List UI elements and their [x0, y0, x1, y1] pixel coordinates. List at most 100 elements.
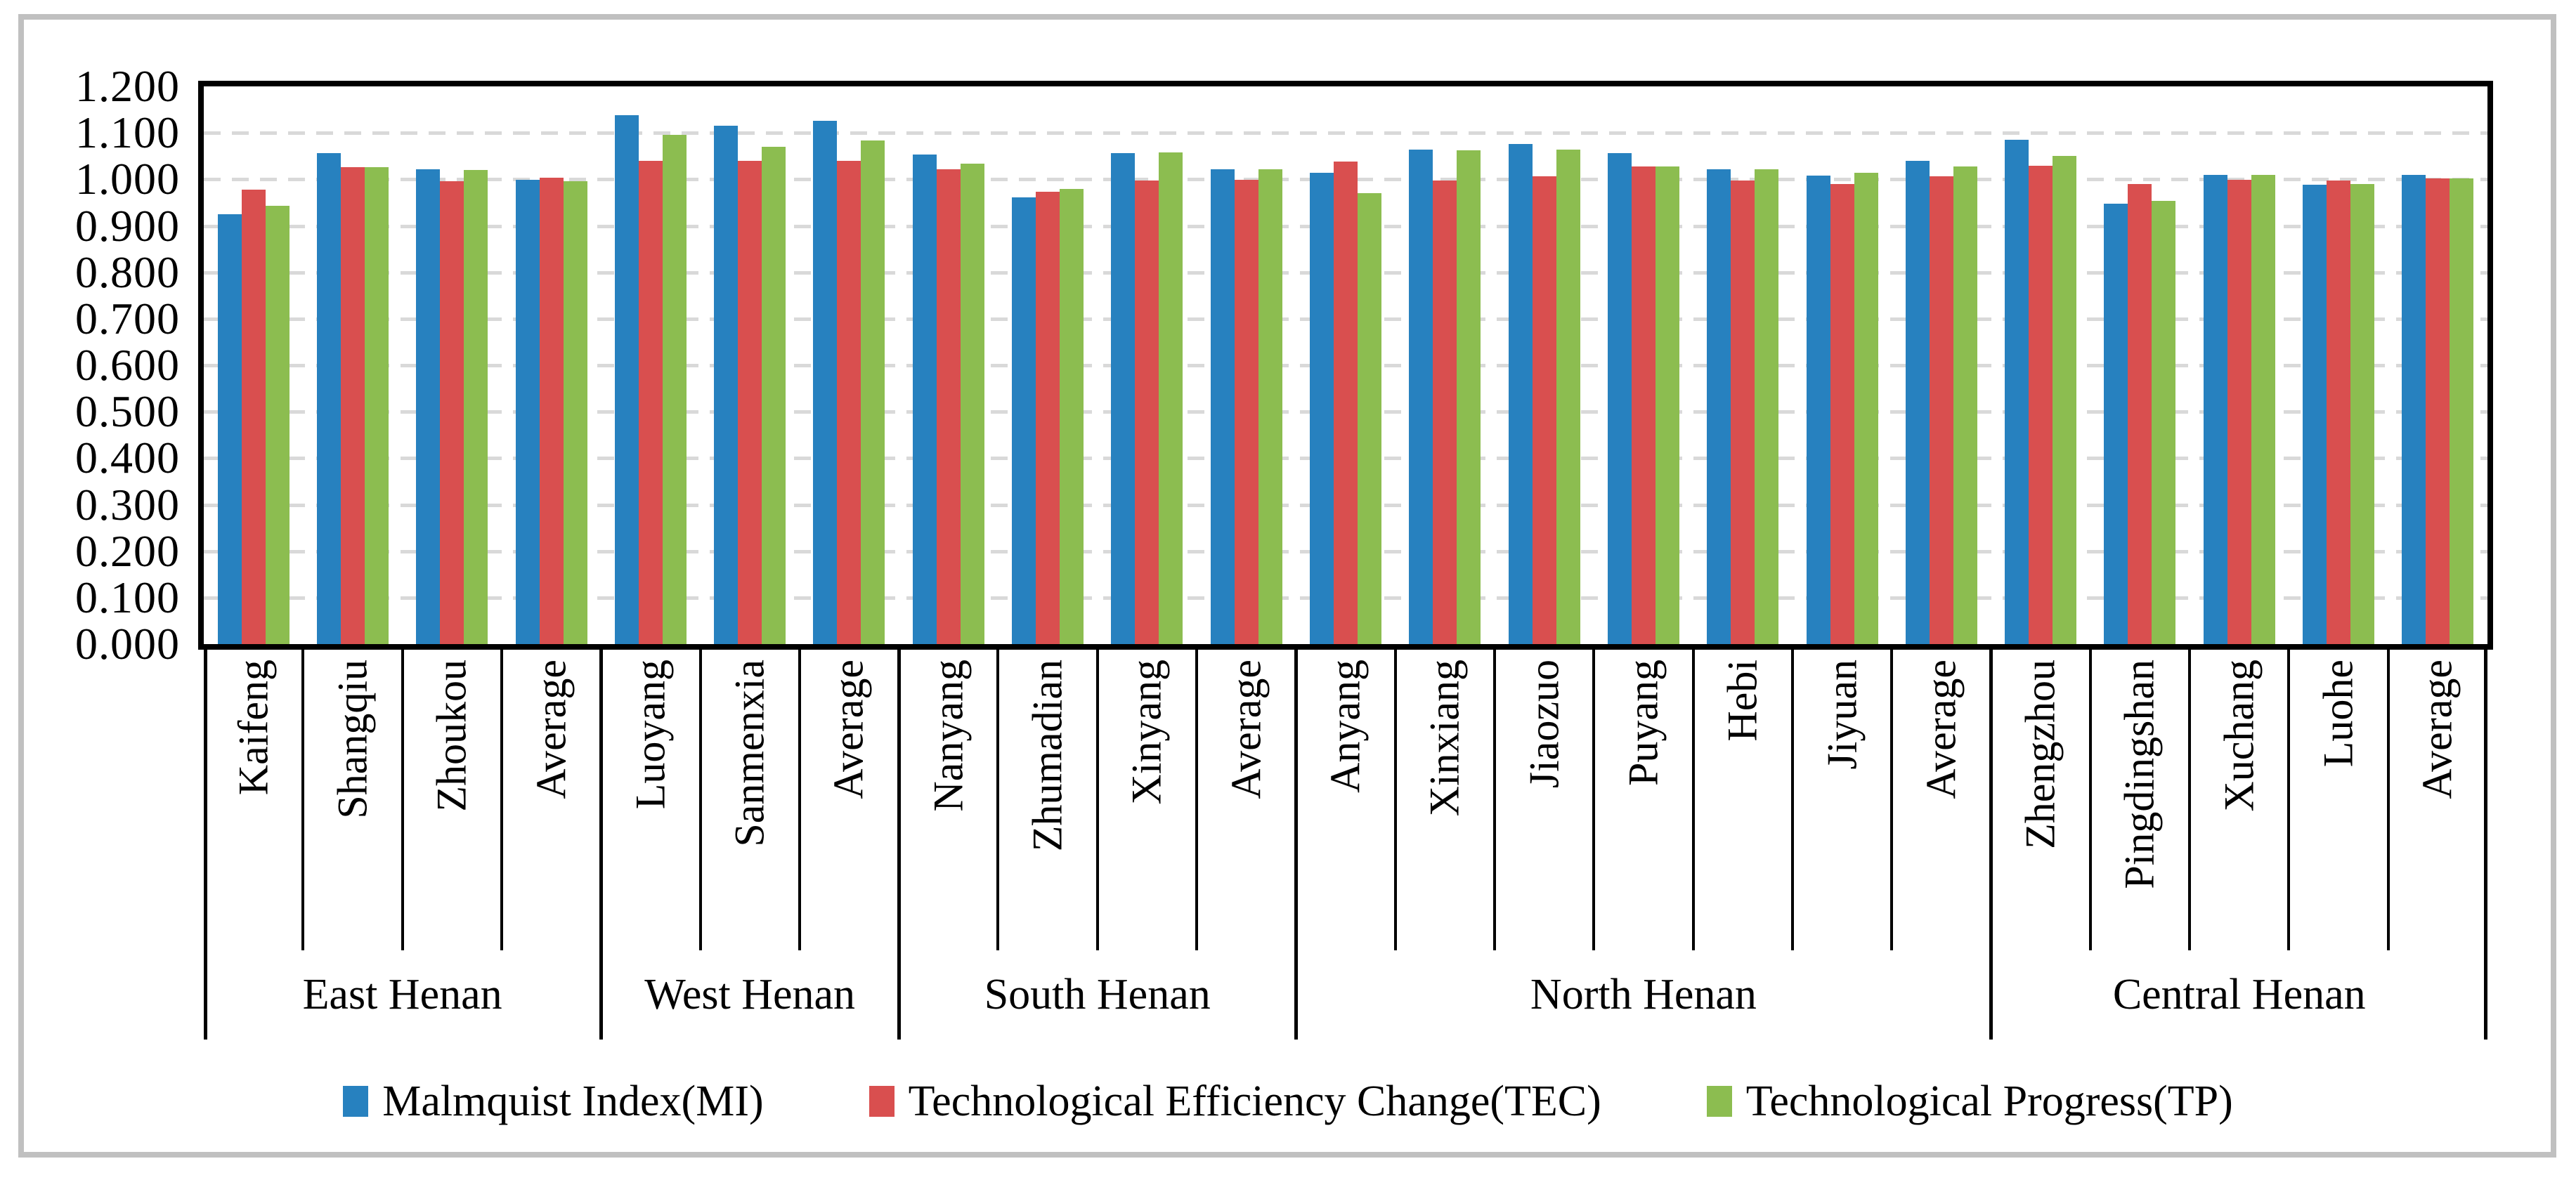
region-separator — [1294, 650, 1298, 1040]
y-tick-label: 0.900 — [75, 200, 180, 251]
region-separator — [897, 650, 901, 1040]
legend-item-tec: Technological Efficiency Change(TEC) — [869, 1077, 1601, 1127]
bar-tp-zhengzhou — [2053, 155, 2077, 644]
city-separator — [401, 650, 404, 950]
city-separator — [2188, 650, 2192, 950]
bar-tp-sanmenxia — [762, 147, 786, 644]
bar-mi-puyang — [1607, 152, 1632, 644]
city-label: Anyang — [1322, 660, 1369, 793]
city-label: Shangqiu — [329, 660, 376, 819]
region-separator — [1989, 650, 1993, 1040]
city-separator — [301, 650, 305, 950]
bar-mi-xinxiang — [1409, 150, 1433, 644]
city-cell-zhengzhou: Zhengzhou — [1991, 650, 2090, 950]
bar-mi-hebi — [1707, 169, 1731, 644]
bar-mi-xinyang — [1111, 153, 1136, 644]
bar-tec-luoyang — [638, 160, 663, 644]
city-cell-xuchang: Xuchang — [2190, 650, 2289, 950]
city-label: Xuchang — [2216, 660, 2263, 812]
y-tick-label: 1.100 — [75, 107, 180, 158]
city-separator — [2386, 650, 2390, 950]
legend-label: Malmquist Index(MI) — [382, 1077, 764, 1125]
city-cell-hebi: Hebi — [1693, 650, 1793, 950]
bar-mi-average — [813, 120, 838, 644]
y-axis: 0.000 0.100 0.200 0.300 0.400 0.500 0.600 0.700… — [28, 0, 180, 702]
y-tick-label: 0.700 — [75, 293, 180, 343]
bar-mi-zhumadian — [1012, 197, 1036, 644]
bar-tec-kaifeng — [241, 189, 266, 644]
legend-swatch-icon — [869, 1086, 895, 1117]
city-separator — [1492, 650, 1496, 950]
city-label: Zhumadian — [1024, 660, 1071, 852]
bar-mi-sanmenxia — [714, 126, 739, 644]
legend-label: Technological Efficiency Change(TEC) — [908, 1077, 1601, 1125]
bar-mi-average — [515, 180, 540, 644]
bar-tp-shangqiu — [364, 167, 389, 644]
city-cell-zhoukou: Zhoukou — [403, 650, 502, 950]
city-label: Puyang — [1620, 660, 1667, 786]
bar-tp-nanyang — [960, 163, 984, 644]
city-cell-average: Average — [1892, 650, 1991, 950]
y-tick-label: 0.300 — [75, 479, 180, 530]
legend-swatch-icon — [1706, 1086, 1732, 1117]
city-separator — [1195, 650, 1199, 950]
region-label: East Henan — [302, 971, 502, 1018]
y-tick-label: 0.400 — [75, 433, 180, 483]
city-separator — [1691, 650, 1695, 950]
bar-tp-hebi — [1755, 169, 1779, 644]
legend-item-tp: Technological Progress(TP) — [1706, 1077, 2233, 1127]
bar-tec-zhoukou — [440, 181, 464, 644]
bar-tec-luohe — [2327, 180, 2351, 644]
bar-tp-jiaozuo — [1556, 150, 1580, 644]
city-separator — [996, 650, 1000, 950]
y-tick-label: 0.000 — [75, 619, 180, 669]
city-separator — [698, 650, 702, 950]
city-label: Hebi — [1719, 660, 1766, 742]
bar-tec-shangqiu — [340, 167, 365, 644]
y-tick-label: 0.500 — [75, 386, 180, 437]
city-label: Kaifeng — [230, 660, 277, 796]
bar-tp-luohe — [2350, 183, 2375, 644]
bar-tp-xuchang — [2251, 174, 2275, 644]
city-label: Luoyang — [627, 660, 674, 810]
city-label: Jiyuan — [1819, 660, 1865, 770]
region-label: North Henan — [1530, 971, 1757, 1018]
bar-mi-anyang — [1310, 173, 1334, 644]
bar-tp-kaifeng — [265, 206, 290, 644]
city-cell-zhumadian: Zhumadian — [998, 650, 1097, 950]
city-label: Luohe — [2315, 660, 2362, 768]
region-cell-south-henan: South Henan — [899, 950, 1296, 1040]
bar-tp-zhoukou — [464, 170, 488, 644]
bar-mi-pingdingshan — [2104, 203, 2128, 644]
city-cell-average: Average — [800, 650, 899, 950]
bar-mi-nanyang — [912, 155, 937, 644]
bar-mi-jiaozuo — [1508, 144, 1533, 644]
city-cell-jiaozuo: Jiaozuo — [1495, 650, 1594, 950]
bar-tp-average — [1953, 166, 1977, 644]
y-tick-label: 0.800 — [75, 247, 180, 297]
bar-tec-xinyang — [1135, 181, 1159, 644]
city-cell-sanmenxia: Sanmenxia — [701, 650, 800, 950]
city-cell-shangqiu: Shangqiu — [303, 650, 402, 950]
city-label: Zhoukou — [428, 660, 475, 812]
city-label: Average — [1223, 660, 1270, 799]
city-label: Xinyang — [1123, 660, 1170, 805]
bar-mi-average — [2402, 174, 2426, 644]
city-separator — [798, 650, 801, 950]
bar-tec-jiyuan — [1830, 183, 1854, 644]
bar-tec-pingdingshan — [2128, 183, 2152, 644]
bar-tec-average — [1234, 180, 1258, 644]
bar-tp-average — [2450, 178, 2474, 644]
bar-mi-average — [1905, 160, 1930, 644]
bar-mi-shangqiu — [316, 152, 341, 644]
figure-border — [18, 14, 2556, 1158]
city-cell-pingdingshan: Pingdingshan — [2090, 650, 2190, 950]
city-separator — [1592, 650, 1596, 950]
region-separator — [599, 650, 603, 1040]
city-separator — [500, 650, 503, 950]
legend-label: Technological Progress(TP) — [1745, 1077, 2233, 1125]
bar-tp-jiyuan — [1854, 173, 1878, 644]
bar-tec-puyang — [1631, 166, 1655, 644]
bar-tp-average — [563, 181, 587, 644]
plot-area — [198, 81, 2493, 650]
